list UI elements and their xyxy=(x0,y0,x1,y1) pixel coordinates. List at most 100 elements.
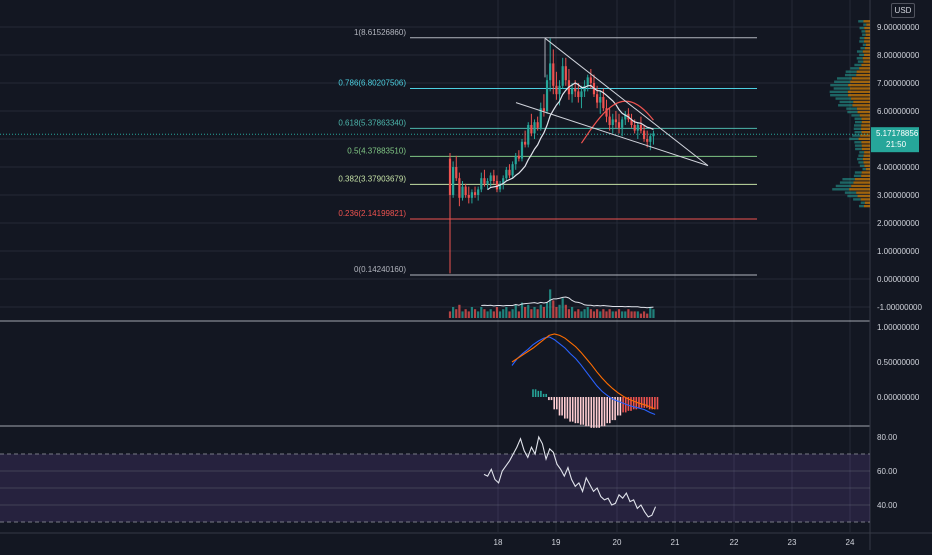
candle-body xyxy=(640,125,642,131)
volume-profile-bar-down xyxy=(863,60,870,62)
volume-profile-bar-down xyxy=(859,138,870,140)
candle-body xyxy=(471,192,473,198)
volume-profile-bar-down xyxy=(848,94,870,96)
volume-bar xyxy=(512,309,514,318)
candle-body xyxy=(518,156,520,159)
volume-profile-bar-up xyxy=(855,121,862,123)
candle-body xyxy=(649,136,651,142)
price-axis-label: 3.00000000 xyxy=(877,191,920,200)
macd-histogram-bar xyxy=(644,397,646,408)
volume-bar xyxy=(555,307,557,318)
candle-body xyxy=(477,189,479,195)
volume-profile-bar-up xyxy=(859,54,864,56)
volume-profile-bar-down xyxy=(866,34,870,36)
price-axis-label: 8.00000000 xyxy=(877,51,920,60)
volume-bar xyxy=(546,303,548,318)
volume-bar xyxy=(461,311,463,318)
volume-bar xyxy=(583,309,585,318)
macd-axis-label: 1.00000000 xyxy=(877,323,920,332)
macd-histogram-bar xyxy=(617,397,619,415)
volume-profile-bar-down xyxy=(849,188,870,190)
volume-profile-bar-up xyxy=(854,124,861,126)
macd-histogram-bar xyxy=(535,389,537,397)
macd-histogram-bar xyxy=(598,397,600,428)
volume-bar xyxy=(486,311,488,318)
candle-body xyxy=(552,63,554,85)
volume-bar xyxy=(521,303,523,318)
time-axis-label: 24 xyxy=(846,538,855,547)
macd-histogram-bar xyxy=(540,391,542,397)
volume-profile-bar-up xyxy=(853,198,861,200)
volume-profile-bar-down xyxy=(853,181,870,183)
macd-histogram-bar xyxy=(569,397,571,422)
volume-profile-bar-up xyxy=(840,101,854,103)
candle-body xyxy=(530,125,532,133)
candle-body xyxy=(555,86,557,94)
volume-bar xyxy=(524,307,526,318)
volume-bar xyxy=(505,307,507,318)
volume-profile-bar-up xyxy=(836,185,851,187)
volume-profile-bar-up xyxy=(855,118,862,120)
candle-body xyxy=(602,97,604,108)
price-axis-label: -1.00000000 xyxy=(877,303,922,312)
volume-profile-bar-down xyxy=(850,81,870,83)
macd-histogram-bar xyxy=(604,397,606,426)
volume-bar xyxy=(458,305,460,318)
volume-profile-bar-up xyxy=(846,71,857,73)
volume-profile-bar-up xyxy=(857,50,863,52)
volume-profile-bar-up xyxy=(836,97,852,99)
price-axis-label: 2.00000000 xyxy=(877,219,920,228)
volume-profile-bar-down xyxy=(861,141,870,143)
volume-bar xyxy=(471,307,473,318)
volume-bar xyxy=(543,307,545,318)
volume-profile-bar-down xyxy=(857,71,870,73)
volume-bar xyxy=(571,307,573,318)
macd-histogram-bar xyxy=(638,397,640,408)
currency-badge[interactable]: USD xyxy=(891,3,915,18)
volume-profile-bar-up xyxy=(860,165,865,167)
candle-body xyxy=(558,86,560,94)
volume-profile-bar-down xyxy=(864,27,870,29)
volume-profile-bar-up xyxy=(830,94,848,96)
volume-profile-bar-up xyxy=(860,47,864,49)
volume-profile-bar-up xyxy=(854,128,861,130)
volume-profile-bar-down xyxy=(864,151,870,153)
volume-profile-bar-up xyxy=(858,161,863,163)
volume-bar xyxy=(537,309,539,318)
candle-body xyxy=(527,125,529,145)
candle-body xyxy=(480,178,482,189)
volume-profile-bar-down xyxy=(862,144,870,146)
volume-profile-bar-down xyxy=(856,74,870,76)
candle-body xyxy=(609,117,611,125)
volume-profile-bar-down xyxy=(863,50,870,52)
candle-body xyxy=(621,119,623,127)
volume-bar xyxy=(634,311,636,318)
macd-histogram-bar xyxy=(577,397,579,423)
candle-body xyxy=(524,142,526,145)
volume-profile-bar-down xyxy=(864,165,870,167)
volume-profile-bar-down xyxy=(863,20,870,22)
time-axis-label: 19 xyxy=(552,538,561,547)
volume-profile-bar-down xyxy=(866,23,870,25)
candle-body xyxy=(533,122,535,133)
volume-bar xyxy=(627,309,629,318)
volume-profile-bar-up xyxy=(859,40,864,42)
volume-profile-bar-down xyxy=(864,37,870,39)
candle-body xyxy=(490,175,492,181)
volume-profile-bar-up xyxy=(854,64,861,66)
volume-profile-bar-up xyxy=(847,111,857,113)
macd-histogram-bar xyxy=(609,397,611,423)
volume-profile-bar-down xyxy=(866,44,870,46)
macd-histogram-bar xyxy=(551,397,553,400)
macd-histogram-bar xyxy=(657,397,659,409)
volume-profile-bar-down xyxy=(861,64,870,66)
volume-profile-bar-up xyxy=(849,138,858,140)
rsi-axis-label: 40.00 xyxy=(877,501,898,510)
volume-profile-bar-down xyxy=(861,124,870,126)
volume-bar xyxy=(590,309,592,318)
macd-histogram-bar xyxy=(612,397,614,420)
candle-body xyxy=(574,89,576,92)
time-axis-label: 23 xyxy=(788,538,797,547)
